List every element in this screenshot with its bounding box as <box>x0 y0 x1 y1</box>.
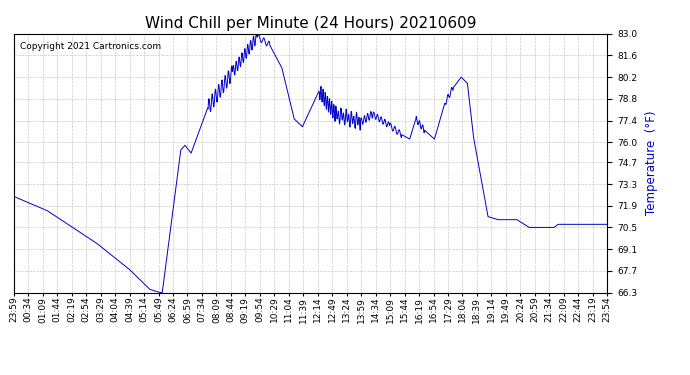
Text: Copyright 2021 Cartronics.com: Copyright 2021 Cartronics.com <box>20 42 161 51</box>
Title: Wind Chill per Minute (24 Hours) 20210609: Wind Chill per Minute (24 Hours) 2021060… <box>145 16 476 31</box>
Y-axis label: Temperature  (°F): Temperature (°F) <box>645 111 658 215</box>
